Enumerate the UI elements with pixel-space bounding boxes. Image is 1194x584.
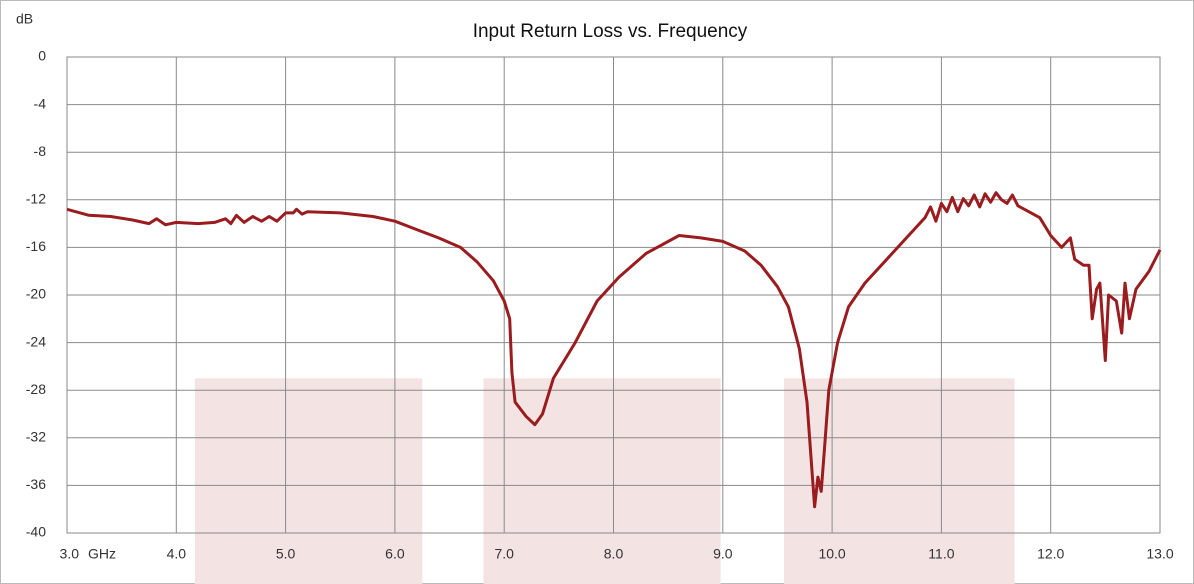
y-axis-label: dB: [16, 11, 33, 27]
y-tick-label: -4: [34, 95, 47, 111]
x-tick-label: 13.0: [1146, 546, 1173, 562]
x-tick-label: 10.0: [818, 546, 845, 562]
shaded-region: [194, 378, 423, 584]
x-tick-label: 11.0: [928, 546, 954, 562]
x-tick-label: 6.0: [385, 546, 405, 562]
x-tick-label: 12.0: [1037, 546, 1064, 562]
y-tick-label: -36: [26, 476, 46, 492]
y-tick-label: -20: [26, 286, 46, 302]
y-tick-label: -12: [26, 191, 46, 207]
x-tick-label: 8.0: [604, 546, 624, 562]
y-tick-label: -40: [26, 524, 46, 540]
y-tick-label: -16: [26, 238, 46, 254]
x-tick-label: 9.0: [713, 546, 733, 562]
y-tick-label: -24: [26, 333, 46, 349]
x-tick-label: 5.0: [276, 546, 296, 562]
y-tick-label: -32: [26, 429, 46, 445]
plot-border: [66, 56, 1161, 534]
x-tick-label: 3.0: [60, 546, 80, 562]
data-line: [66, 191, 1162, 509]
y-tick-label: 0: [38, 48, 46, 64]
y-tick-label: -28: [26, 381, 46, 397]
x-tick-label: 4.0: [167, 546, 187, 562]
x-tick-label: 7.0: [494, 546, 514, 562]
x-axis-label: GHz: [88, 546, 116, 562]
y-tick-label: -8: [34, 143, 47, 159]
chart-title: Input Return Loss vs. Frequency: [473, 21, 748, 42]
